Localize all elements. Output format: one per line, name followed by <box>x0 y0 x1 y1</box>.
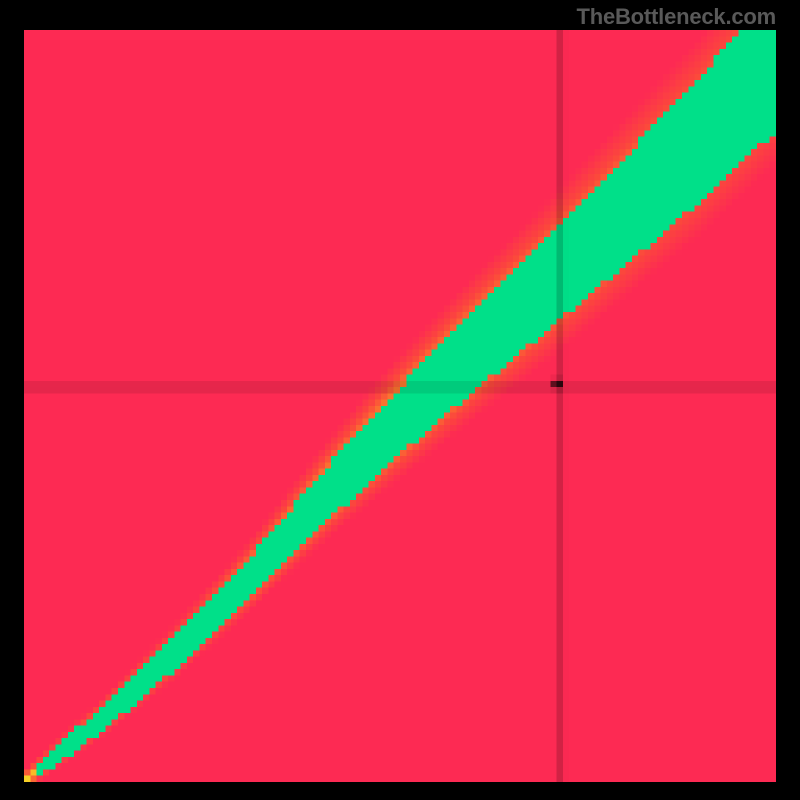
watermark-text: TheBottleneck.com <box>576 4 776 30</box>
chart-container: TheBottleneck.com <box>0 0 800 800</box>
bottleneck-heatmap <box>24 30 776 782</box>
